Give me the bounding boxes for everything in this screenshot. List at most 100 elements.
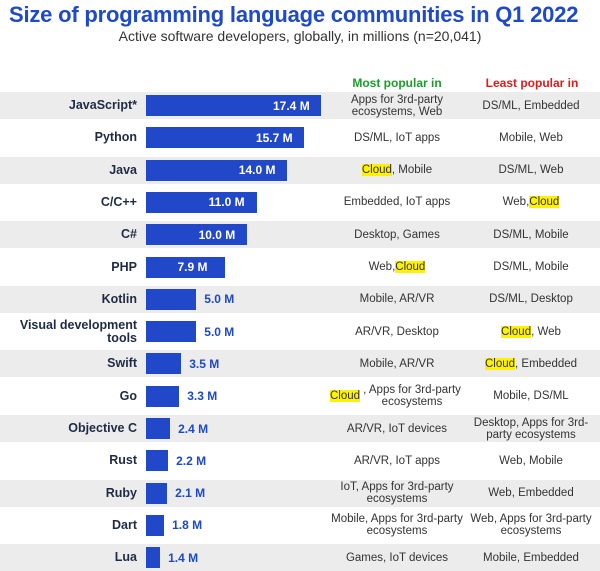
category-label: Ruby — [105, 485, 137, 500]
chart-row: Dart 1.8 M Mobile, Apps for 3rd-party ecos… — [0, 512, 600, 539]
chart-row: Visual development tools 5.0 M AR/VR, Desk… — [0, 318, 600, 345]
value-label: 1.4 M — [168, 550, 199, 565]
bar — [146, 256, 226, 278]
most-popular-cell: Web, Cloud — [368, 261, 426, 273]
least-popular-cell: Web, Mobile — [499, 454, 563, 467]
category-label: Rust — [109, 453, 137, 468]
most-popular-cell: AR/VR, IoT devices — [346, 422, 448, 435]
bar — [146, 353, 182, 375]
bar — [146, 385, 180, 407]
highlight-mark: Cloud — [484, 357, 516, 370]
category-label: Lua — [114, 550, 137, 565]
chart-subtitle: Active software developers, globally, in… — [118, 28, 482, 44]
most-popular-cell: Games, IoT devices — [345, 551, 449, 564]
category-label: PHP — [111, 259, 137, 274]
most-popular-cell: Mobile, Apps for 3rd-party ecosystems — [331, 513, 463, 538]
chart-row: Python 15.7 M DS/ML, IoT apps Mobile, Web — [0, 124, 600, 151]
chart-row: Ruby 2.1 M IoT, Apps for 3rd-party ecosyst… — [0, 479, 600, 507]
least-popular-cell: Web, Cloud — [502, 196, 560, 209]
category-label: Java — [109, 162, 137, 177]
category-label: Objective C — [68, 421, 137, 435]
least-popular-cell: DS/ML, Embedded — [482, 99, 580, 112]
value-label: 3.3 M — [187, 389, 218, 404]
bar — [146, 191, 257, 213]
category-label: Visual development tools — [19, 317, 137, 345]
value-label: 3.5 M — [189, 356, 220, 371]
bar — [146, 321, 197, 343]
most-popular-cell: Desktop, Games — [354, 228, 440, 241]
category-label: JavaScript* — [68, 98, 137, 112]
bar — [146, 288, 197, 310]
most-popular-cell: IoT, Apps for 3rd-party ecosystems — [340, 481, 454, 506]
value-label: 5.0 M — [204, 324, 235, 339]
least-popular-cell: Mobile, DS/ML — [493, 390, 569, 403]
bar — [146, 95, 321, 116]
bar — [146, 127, 304, 149]
chart-row: Objective C 2.4 M AR/VR, IoT devices Deskto… — [0, 415, 600, 442]
most-popular-header: Most popular in — [352, 76, 442, 90]
value-label: 17.4 M — [273, 98, 310, 113]
highlight-mark: Cloud — [330, 390, 361, 403]
highlight-mark: Cloud — [361, 164, 392, 177]
chart-row: Lua 1.4 M Games, IoT devices Mobile, Embedd… — [0, 544, 600, 571]
chart-title: Size of programming language communities… — [9, 2, 579, 27]
value-label: 2.2 M — [176, 453, 207, 468]
highlight-mark: Cloud — [395, 261, 426, 273]
category-label: Dart — [111, 517, 137, 532]
most-popular-cell: Mobile, AR/VR — [359, 293, 435, 306]
bar — [146, 547, 161, 569]
chart-row: Rust 2.2 M AR/VR, IoT apps Web, Mobile — [0, 447, 600, 474]
bar — [146, 514, 165, 536]
value-label: 15.7 M — [255, 130, 293, 145]
least-popular-cell: DS/ML, Web — [498, 164, 564, 177]
bar — [146, 450, 169, 472]
category-label: Go — [119, 388, 137, 403]
value-label: 1.8 M — [172, 518, 203, 533]
bar — [146, 418, 171, 439]
highlight-mark: Cloud — [501, 325, 532, 338]
least-popular-cell: Cloud, Embedded — [484, 357, 578, 370]
category-label: Python — [94, 130, 137, 145]
value-label: 7.9 M — [177, 260, 208, 274]
chart-row: C/C++ 11.0 M Embedded, IoT apps Web, Cloud — [0, 189, 600, 216]
least-popular-cell: DS/ML, Mobile — [493, 228, 569, 241]
category-label: Swift — [107, 356, 137, 371]
most-popular-cell: Mobile, AR/VR — [359, 357, 435, 370]
least-popular-cell: Mobile, Web — [499, 131, 563, 144]
bar — [146, 482, 168, 504]
highlight-mark: Cloud — [529, 196, 560, 209]
most-popular-cell: AR/VR, IoT apps — [353, 454, 441, 467]
chart-row: PHP 7.9 M Web, Cloud DS/ML, Mobile — [0, 254, 600, 281]
most-popular-cell: Cloud, Apps for 3rd-party ecosystems — [330, 384, 461, 409]
value-label: 2.4 M — [178, 421, 209, 436]
least-popular-header: Least popular in — [485, 76, 579, 90]
least-popular-cell: DS/ML, Desktop — [489, 293, 573, 306]
most-popular-cell: Apps for 3rd-party ecosystems, Web — [350, 93, 444, 118]
least-popular-cell: Web, Embedded — [488, 487, 574, 500]
chart-row: Go 3.3 M Cloud, Apps for 3rd-party ecosyst… — [0, 383, 600, 410]
value-label: 11.0 M — [208, 195, 245, 210]
category-label: C/C++ — [100, 194, 137, 209]
chart-row: Java 14.0 M Cloud, Mobile DS/ML, Web — [0, 156, 600, 184]
chart-row: C# 10.0 M Desktop, Games DS/ML, Mobile — [0, 221, 600, 249]
least-popular-cell: Cloud, Web — [501, 325, 561, 338]
category-label: C# — [121, 227, 137, 242]
most-popular-cell: Embedded, IoT apps — [343, 196, 451, 209]
least-popular-cell: DS/ML, Mobile — [493, 261, 569, 273]
chart-row: Kotlin 5.0 M Mobile, AR/VR DS/ML, Desktop — [0, 285, 600, 313]
value-label: 10.0 M — [198, 227, 236, 242]
least-popular-cell: Mobile, Embedded — [483, 551, 579, 564]
bar — [146, 224, 247, 246]
least-popular-cell: Desktop, Apps for 3rd-party ecosystems — [473, 416, 589, 441]
value-label: 2.1 M — [175, 486, 206, 501]
value-label: 5.0 M — [204, 292, 235, 307]
bar — [146, 159, 287, 181]
most-popular-cell: DS/ML, IoT apps — [353, 131, 441, 144]
most-popular-cell: AR/VR, Desktop — [355, 325, 439, 338]
chart-row: JavaScript* 17.4 M Apps for 3rd-party ecos… — [0, 92, 600, 119]
chart-row: Swift 3.5 M Mobile, AR/VR Cloud, Embedded — [0, 350, 600, 378]
category-label: Kotlin — [101, 291, 137, 306]
least-popular-cell: Web, Apps for 3rd-party ecosystems — [470, 513, 592, 538]
value-label: 14.0 M — [238, 163, 276, 178]
